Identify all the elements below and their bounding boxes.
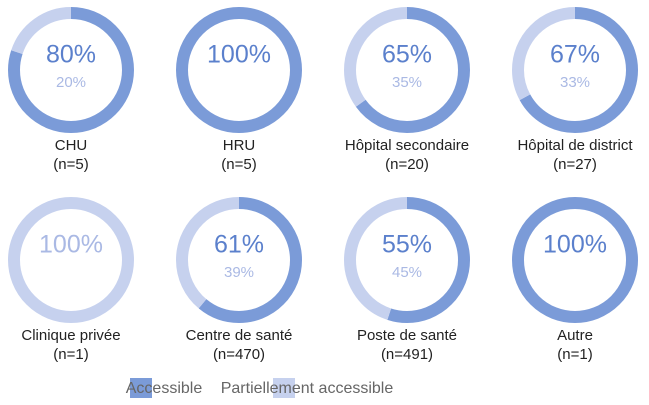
legend-swatch: [273, 378, 295, 398]
donut-segment: [8, 197, 134, 323]
main-value-label: 61%: [214, 231, 264, 259]
category-note: (n=5): [221, 156, 256, 173]
donut-segment: [344, 7, 470, 133]
donut-segment: [344, 197, 470, 323]
category-label: Centre de santé: [186, 327, 293, 344]
main-value-label: 100%: [543, 231, 607, 259]
category-note: (n=27): [553, 156, 597, 173]
legend-label: Partiellement accessible: [221, 380, 394, 397]
category-note: (n=1): [53, 346, 88, 363]
category-label: CHU: [55, 137, 88, 154]
category-label: HRU: [223, 137, 256, 154]
main-value-label: 55%: [382, 231, 432, 259]
legend-swatch: [130, 378, 152, 398]
category-note: (n=470): [213, 346, 265, 363]
category-note: (n=20): [385, 156, 429, 173]
secondary-value-label: 45%: [392, 264, 422, 281]
donut-segment: [8, 7, 134, 133]
category-label: Hôpital secondaire: [345, 137, 469, 154]
category-label: Clinique privée: [21, 327, 120, 344]
donut-segment: [512, 7, 638, 133]
category-label: Poste de santé: [357, 327, 457, 344]
category-note: (n=491): [381, 346, 433, 363]
main-value-label: 80%: [46, 41, 96, 69]
legend-label: Accessible: [126, 380, 203, 397]
donut-segment: [176, 7, 302, 133]
donut-segment: [512, 197, 638, 323]
secondary-value-label: 33%: [560, 74, 590, 91]
main-value-label: 100%: [39, 231, 103, 259]
main-value-label: 65%: [382, 41, 432, 69]
category-label: Autre: [557, 327, 593, 344]
main-value-label: 67%: [550, 41, 600, 69]
donut-segment: [176, 197, 302, 323]
secondary-value-label: 35%: [392, 74, 422, 91]
category-note: (n=1): [557, 346, 592, 363]
secondary-value-label: 20%: [56, 74, 86, 91]
category-note: (n=5): [53, 156, 88, 173]
main-value-label: 100%: [207, 41, 271, 69]
secondary-value-label: 39%: [224, 264, 254, 281]
category-label: Hôpital de district: [517, 137, 633, 154]
